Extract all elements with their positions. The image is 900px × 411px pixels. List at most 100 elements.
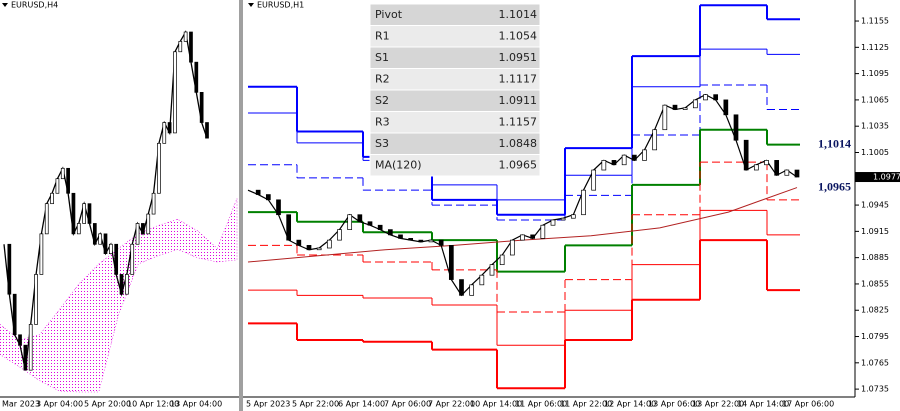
table-cell: S2	[375, 94, 389, 107]
table-cell: MA(120)	[375, 159, 422, 172]
candle	[151, 192, 156, 215]
candle	[642, 149, 647, 161]
y-tick-label: 1.1095	[861, 69, 889, 78]
candle	[296, 239, 302, 246]
candle	[173, 51, 177, 134]
candle	[652, 129, 658, 151]
candle	[66, 167, 70, 194]
candle	[92, 223, 97, 245]
candle	[794, 169, 800, 178]
candle	[157, 142, 161, 194]
candle	[591, 169, 597, 191]
candle	[114, 243, 119, 275]
candle	[189, 31, 193, 63]
candle	[326, 239, 332, 249]
x-tick-label: 13 Apr 04:00	[170, 400, 222, 409]
candle	[55, 178, 60, 194]
candle	[499, 254, 505, 266]
candle	[34, 274, 38, 325]
candle	[265, 194, 271, 201]
candle	[357, 214, 363, 223]
candle	[764, 160, 769, 166]
x-tick-label: 5 Apr 20:00	[84, 400, 131, 409]
y-tick-label: 1.0855	[861, 279, 889, 288]
x-tick-label: Mar 2023	[2, 400, 40, 409]
table-cell: 1.0911	[499, 94, 538, 107]
candle	[306, 245, 312, 251]
candle	[611, 160, 617, 166]
candle	[530, 234, 536, 239]
candle	[23, 344, 28, 371]
candle	[39, 233, 44, 275]
candle	[60, 167, 65, 180]
y-tick-label: 1.1035	[861, 122, 889, 131]
x-tick-label: 3 Apr 04:00	[36, 400, 83, 409]
x-tick-label: 6 Apr 14:00	[338, 400, 385, 409]
x-tick-label: 17 Apr 06:00	[782, 400, 834, 409]
y-tick-label: 1.0825	[861, 306, 889, 315]
table-cell: 1.1054	[499, 30, 538, 43]
candle	[183, 31, 188, 42]
candle	[337, 229, 342, 241]
candle	[347, 214, 353, 230]
candle	[682, 107, 688, 110]
table-cell: S1	[375, 51, 389, 64]
candle	[98, 233, 103, 245]
candle	[130, 243, 135, 275]
candle	[479, 274, 485, 286]
table-cell: 1.0965	[499, 159, 538, 172]
menu-icon[interactable]	[2, 3, 8, 7]
candle	[438, 239, 444, 246]
candle	[76, 223, 81, 235]
table-cell: Pivot	[375, 8, 403, 21]
current-price-tag	[855, 172, 900, 183]
y-tick-label: 1.0735	[861, 385, 889, 394]
candle	[703, 94, 708, 101]
candle	[71, 192, 76, 235]
chart-title: EURUSD,H4	[11, 1, 58, 10]
candle	[570, 214, 576, 219]
panel-divider	[239, 0, 243, 411]
candle	[367, 221, 373, 226]
table-cell: 1.1117	[499, 73, 538, 86]
candle	[82, 203, 86, 224]
candle	[108, 243, 113, 254]
candle	[162, 122, 167, 144]
candle	[560, 217, 566, 221]
y-tick-label: 1.1155	[861, 17, 889, 26]
ichimoku-cloud	[0, 198, 238, 393]
candle	[125, 274, 129, 295]
candle	[12, 293, 17, 336]
level-annotation: 1,0965	[818, 179, 851, 193]
candle	[146, 213, 151, 235]
x-tick-label: 14 Apr 14:00	[737, 400, 789, 409]
candle	[408, 238, 414, 241]
menu-icon[interactable]	[248, 3, 254, 7]
candle	[784, 169, 790, 176]
candle	[713, 94, 719, 101]
candle	[276, 199, 281, 216]
chart-title: EURUSD,H1	[257, 1, 304, 10]
current-price-label: 1.0977	[873, 173, 900, 182]
candle	[692, 99, 698, 109]
candle	[103, 233, 108, 254]
y-tick-label: 1.0765	[861, 358, 889, 367]
pivot-table: Pivot 1.1014 R1 1.1054 S1 1.0951 R2 1.1117 S2 1.0…	[369, 3, 541, 177]
table-cell: 1.1014	[499, 8, 538, 21]
x-tick-label: 7 Apr 06:00	[384, 400, 431, 409]
candle	[469, 284, 475, 296]
candle	[459, 279, 464, 296]
candle	[18, 334, 22, 346]
y-tick-label: 1.1065	[861, 95, 889, 104]
candle	[398, 234, 403, 239]
candle	[581, 189, 586, 216]
table-row	[369, 154, 541, 177]
candle	[194, 61, 199, 93]
candle	[44, 203, 49, 235]
x-tick-label: 10 Apr 12:00	[127, 400, 179, 409]
candle	[199, 91, 204, 123]
candle	[50, 192, 54, 205]
candle	[428, 239, 434, 243]
candle	[28, 324, 33, 371]
x-tick-label: 5 Apr 2023	[246, 400, 290, 409]
